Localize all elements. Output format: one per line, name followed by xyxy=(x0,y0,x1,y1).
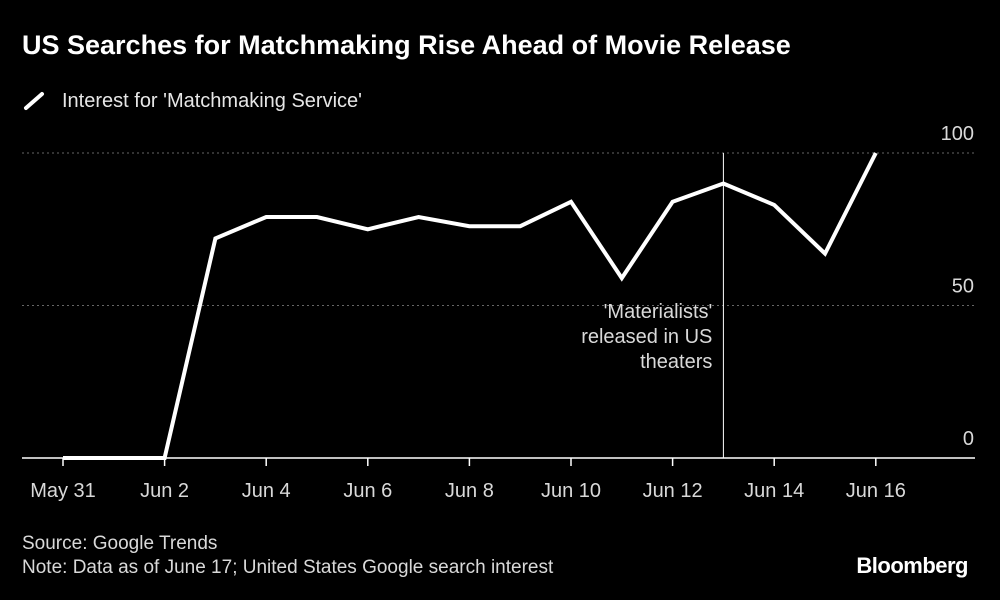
legend-line-icon xyxy=(24,92,44,110)
x-tick-label: Jun 8 xyxy=(445,480,494,502)
y-tick-label-50: 50 xyxy=(952,276,974,298)
x-tick-label: Jun 4 xyxy=(242,480,291,502)
annotation-text-line: theaters xyxy=(640,351,712,373)
legend-label: Interest for 'Matchmaking Service' xyxy=(62,89,362,112)
x-tick-label: Jun 2 xyxy=(140,480,189,502)
x-tick-label: Jun 14 xyxy=(744,480,804,502)
source-note: Source: Google Trends xyxy=(22,533,218,554)
x-tick-label: Jun 6 xyxy=(343,480,392,502)
legend: Interest for 'Matchmaking Service' xyxy=(22,88,362,114)
bloomberg-logo: Bloomberg xyxy=(856,553,968,578)
annotation-text-line: released in US xyxy=(581,326,712,348)
x-tick-label: Jun 10 xyxy=(541,480,601,502)
chart-title: US Searches for Matchmaking Rise Ahead o… xyxy=(22,30,791,60)
y-tick-label-100: 100 xyxy=(941,123,974,145)
y-tick-label-0: 0 xyxy=(963,428,974,450)
x-tick-label: Jun 16 xyxy=(846,480,906,502)
series-line xyxy=(63,152,878,460)
x-tick-label: Jun 12 xyxy=(643,480,703,502)
annotation-text-line: 'Materialists' xyxy=(604,301,713,323)
x-tick-label: May 31 xyxy=(30,480,96,502)
data-note: Note: Data as of June 17; United States … xyxy=(22,557,554,578)
